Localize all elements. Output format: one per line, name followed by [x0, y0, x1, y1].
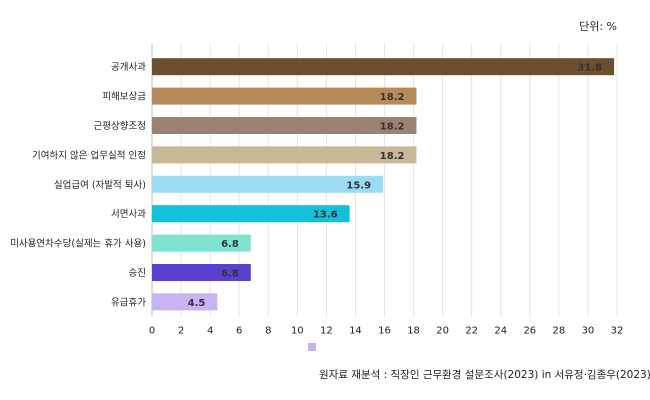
bar-value-label: 13.6	[313, 210, 338, 221]
x-tick-label: 4	[207, 326, 213, 337]
x-axis-ticks: 0 2 4 6 8 10 12 14 16 18 20 22 24 26 28 30 32	[149, 326, 624, 337]
bar	[152, 234, 251, 252]
category-label: 근평상향조정	[94, 120, 146, 132]
bar	[152, 117, 417, 134]
bar-value-label: 31.8	[577, 63, 602, 74]
x-tick-label: 2	[178, 326, 184, 337]
x-tick-label: 12	[320, 326, 333, 337]
category-label: 공개사과	[111, 62, 146, 73]
category-label: 피해보상금	[102, 91, 146, 103]
source-note: 원자료 재분석 : 직장인 근무환경 설문조사(2023) in 서유정·김종우…	[319, 368, 650, 381]
x-tick-label: 6	[236, 326, 242, 337]
category-label: 기여하지 않은 업무실적 인정	[32, 149, 146, 161]
category-label: 서면사과	[111, 209, 146, 220]
bar	[152, 58, 615, 76]
bar	[152, 146, 417, 164]
x-tick-label: 28	[553, 326, 566, 337]
x-tick-label: 22	[465, 326, 478, 337]
x-tick-label: 26	[523, 326, 536, 337]
legend-marker	[308, 343, 316, 351]
bar	[152, 264, 251, 281]
x-tick-label: 10	[291, 326, 304, 337]
x-tick-label: 0	[149, 326, 155, 337]
bar	[152, 205, 350, 223]
x-tick-label: 14	[349, 326, 362, 337]
x-tick-label: 20	[436, 326, 449, 337]
bar-value-label: 4.5	[188, 298, 206, 309]
x-tick-label: 18	[407, 326, 420, 337]
bar-value-label: 15.9	[346, 180, 371, 191]
unit-label: 단위: %	[579, 20, 617, 33]
x-tick-label: 30	[582, 326, 595, 337]
x-tick-label: 16	[378, 326, 391, 337]
bar-value-label: 18.2	[380, 122, 405, 133]
category-label: 유급휴가	[111, 297, 146, 308]
bar-value-label: 18.2	[380, 92, 405, 103]
x-tick-label: 24	[494, 326, 507, 337]
category-label: 미사용연차수당(실제는 휴가 사용)	[10, 238, 146, 250]
bars: 31.8 18.2 18.2 18.2 15.9 13.6 6.8 6.8 4.5	[152, 58, 615, 311]
x-tick-label: 32	[611, 326, 624, 337]
bar-value-label: 6.8	[221, 239, 239, 250]
bar-value-label: 18.2	[380, 151, 405, 162]
bar	[152, 175, 384, 193]
bar	[152, 87, 417, 105]
x-tick-label: 8	[265, 326, 271, 337]
category-label: 실업급여 (자발적 퇴사)	[54, 179, 146, 191]
bar	[152, 293, 218, 311]
bar-value-label: 6.8	[221, 269, 239, 280]
category-label: 승진	[129, 268, 146, 279]
